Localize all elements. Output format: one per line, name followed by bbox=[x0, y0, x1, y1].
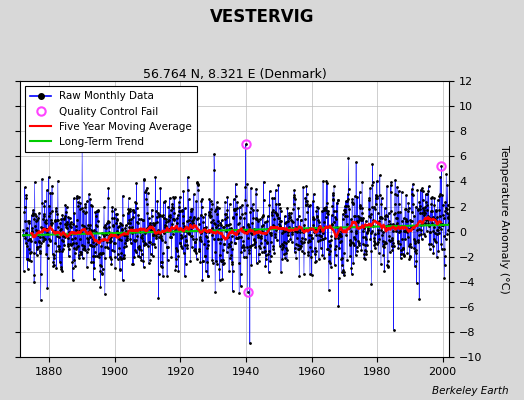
Text: VESTERVIG: VESTERVIG bbox=[210, 8, 314, 26]
Legend: Raw Monthly Data, Quality Control Fail, Five Year Moving Average, Long-Term Tren: Raw Monthly Data, Quality Control Fail, … bbox=[25, 86, 198, 152]
Y-axis label: Temperature Anomaly (°C): Temperature Anomaly (°C) bbox=[499, 145, 509, 294]
Text: Berkeley Earth: Berkeley Earth bbox=[432, 386, 508, 396]
Title: 56.764 N, 8.321 E (Denmark): 56.764 N, 8.321 E (Denmark) bbox=[143, 68, 326, 81]
